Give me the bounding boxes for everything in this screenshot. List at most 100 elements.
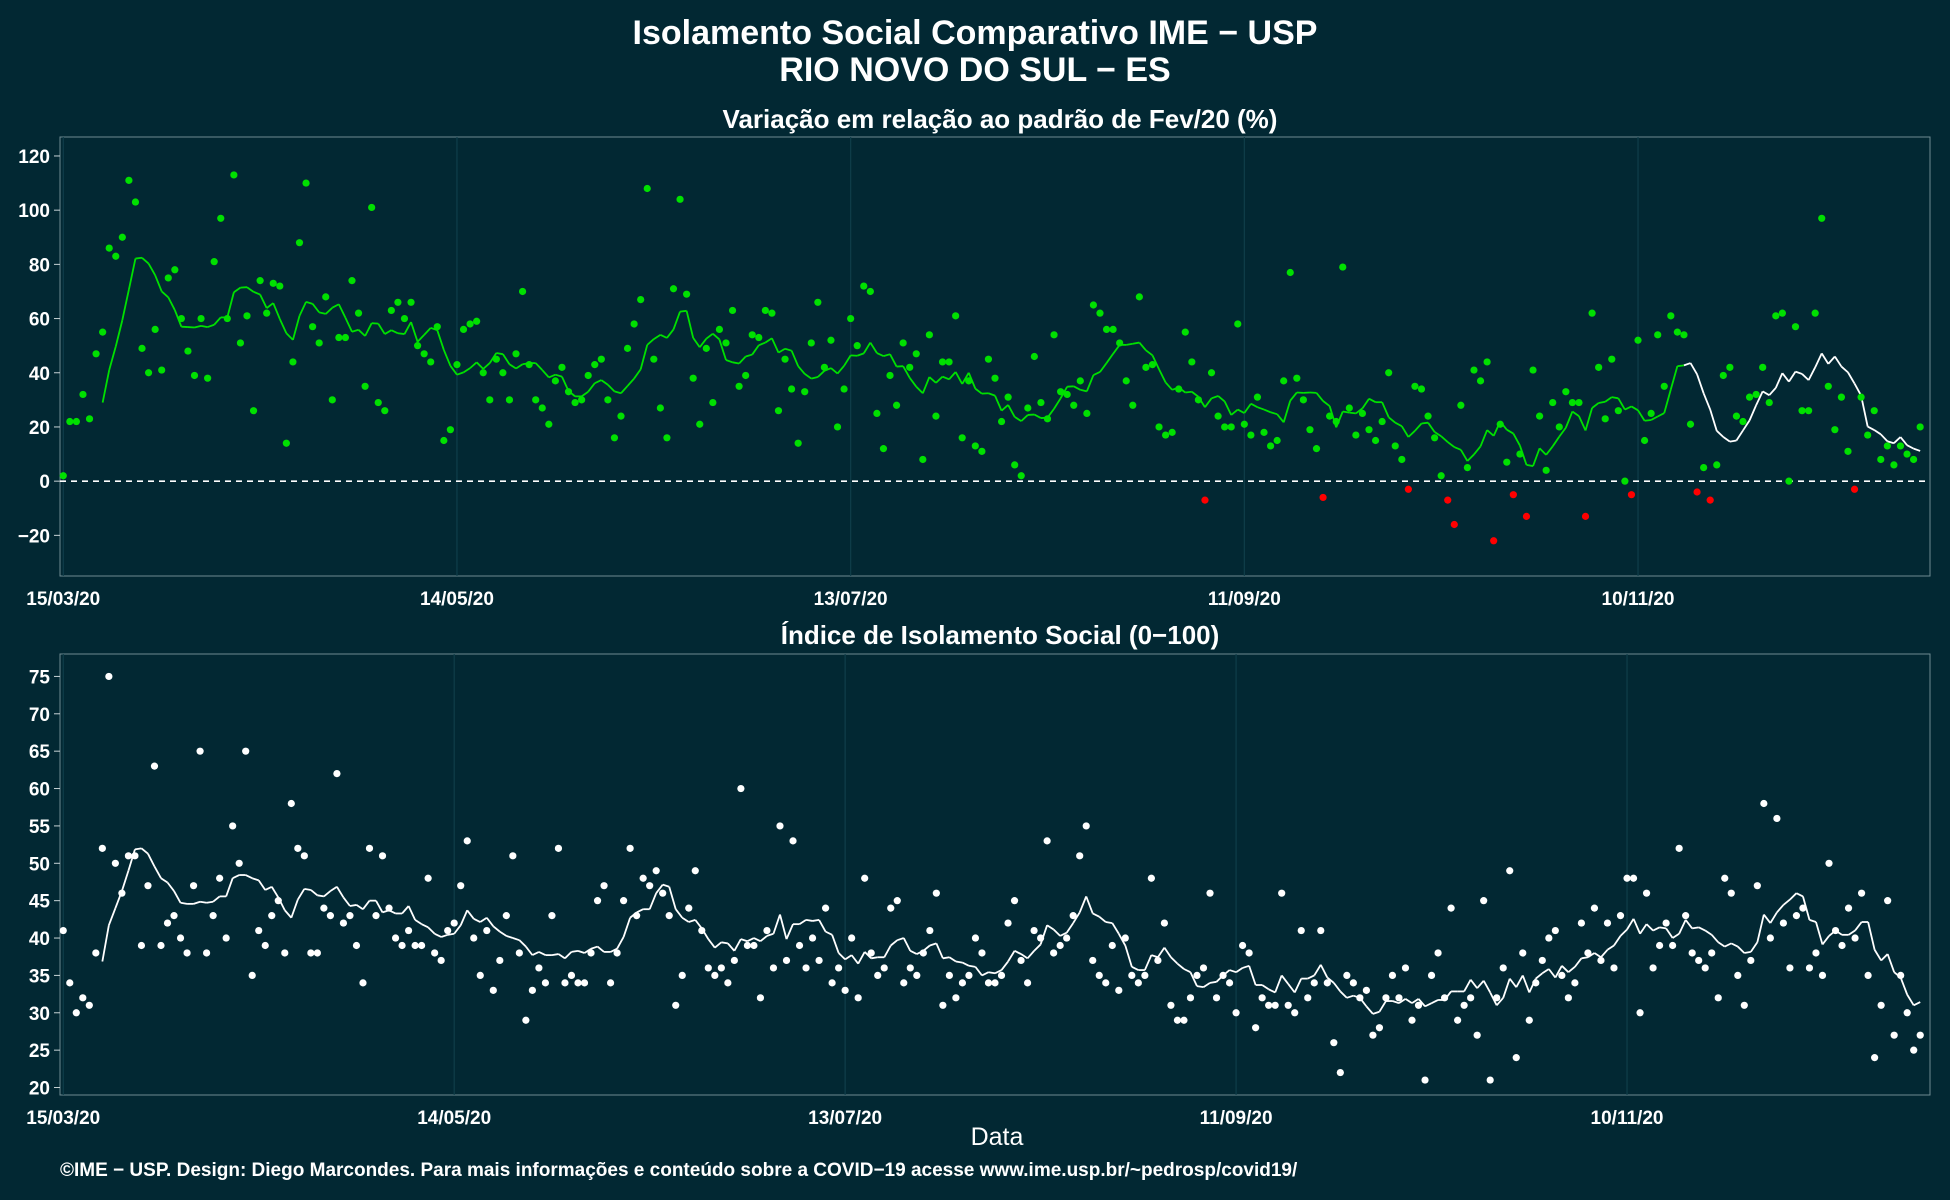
data-point [1714, 994, 1722, 1002]
data-point [184, 347, 192, 355]
panel2-title: Índice de Isolamento Social (0−100) [781, 620, 1220, 650]
moving-average-segment [1401, 425, 1410, 438]
y-tick-label: 60 [29, 780, 50, 801]
y-tick-label: 65 [29, 742, 51, 763]
moving-average-segment [1417, 998, 1426, 1007]
data-point [204, 374, 212, 382]
data-point [919, 455, 927, 464]
data-point [1470, 366, 1478, 374]
data-point [1024, 404, 1032, 412]
data-point [1473, 1031, 1481, 1039]
data-point [309, 323, 317, 331]
moving-average-segment [994, 969, 1002, 975]
data-point [756, 994, 765, 1002]
moving-average-segment [1307, 974, 1315, 980]
moving-average-segment [1600, 949, 1609, 958]
y-tick-label: 20 [29, 418, 50, 439]
data-point [650, 355, 658, 363]
moving-average-segment [1282, 400, 1292, 423]
data-point [476, 971, 484, 980]
data-point [620, 897, 628, 905]
data-point [1577, 919, 1586, 927]
data-point [1532, 979, 1540, 987]
data-point [1568, 398, 1577, 407]
moving-average-segment [482, 362, 491, 370]
moving-average-segment [974, 966, 983, 976]
data-point [1371, 436, 1380, 445]
moving-average-segment [679, 309, 687, 313]
data-point [1444, 496, 1452, 504]
data-point [170, 912, 178, 920]
data-point [906, 964, 914, 972]
data-point [821, 904, 830, 912]
data-point [1017, 472, 1025, 480]
moving-average-segment [571, 949, 579, 953]
data-point [900, 979, 908, 987]
data-point [545, 420, 553, 428]
moving-average-segment [1315, 392, 1324, 402]
data-point [1837, 393, 1846, 401]
data-point [1247, 431, 1255, 439]
data-point [1588, 309, 1596, 317]
moving-average-segment [779, 914, 788, 940]
moving-average-segment [581, 390, 589, 398]
moving-average-segment [1151, 354, 1160, 370]
data-point [1640, 436, 1649, 445]
moving-average-segment [1782, 898, 1791, 906]
moving-average-segment [1652, 926, 1660, 932]
moving-average-segment [443, 349, 452, 367]
data-point [1581, 512, 1590, 520]
moving-average-segment [1072, 911, 1081, 924]
moving-average-segment [1476, 980, 1485, 989]
moving-average-segment [1164, 381, 1173, 391]
data-point [125, 176, 133, 184]
moving-average-segment [1131, 966, 1139, 971]
data-point [578, 396, 586, 404]
data-point [558, 363, 566, 371]
data-point [352, 941, 361, 950]
data-point [617, 412, 625, 420]
moving-average-segment [1196, 985, 1204, 989]
data-point [1069, 912, 1077, 920]
moving-average-segment [1617, 397, 1626, 410]
data-point [118, 233, 126, 241]
data-point [509, 852, 517, 860]
moving-average-segment [1729, 439, 1737, 443]
moving-average-segment [1319, 964, 1329, 978]
data-point [1457, 401, 1465, 409]
moving-average-segment [981, 971, 989, 977]
moving-average-segment [837, 952, 846, 961]
moving-average-segment [666, 328, 675, 339]
moving-average-segment [292, 315, 301, 341]
moving-average-segment [955, 960, 963, 964]
data-point [892, 401, 901, 409]
moving-average-segment [278, 318, 288, 334]
data-point [1004, 393, 1012, 401]
data-point [1358, 409, 1367, 418]
moving-average-segment [285, 332, 294, 341]
data-point [1734, 971, 1742, 980]
moving-average-segment [869, 342, 878, 354]
moving-average-segment [506, 935, 514, 939]
data-point [1571, 979, 1579, 987]
data-point [1129, 401, 1137, 409]
data-point [496, 956, 504, 965]
data-point [1070, 401, 1078, 409]
moving-average-segment [844, 954, 853, 961]
moving-average-segment [1486, 429, 1495, 437]
data-point [789, 837, 797, 845]
moving-average-segment [253, 291, 261, 296]
moving-average-segment [921, 376, 931, 394]
data-point [1621, 477, 1629, 485]
data-point [1056, 941, 1064, 950]
data-point [1319, 493, 1327, 502]
moving-average-segment [772, 914, 781, 935]
data-point [420, 350, 428, 358]
moving-average-segment [1873, 949, 1882, 961]
moving-average-segment [167, 296, 176, 311]
data-point [1299, 396, 1307, 404]
moving-average-segment [817, 370, 826, 378]
moving-average-segment [1355, 407, 1363, 415]
data-point [346, 912, 354, 920]
